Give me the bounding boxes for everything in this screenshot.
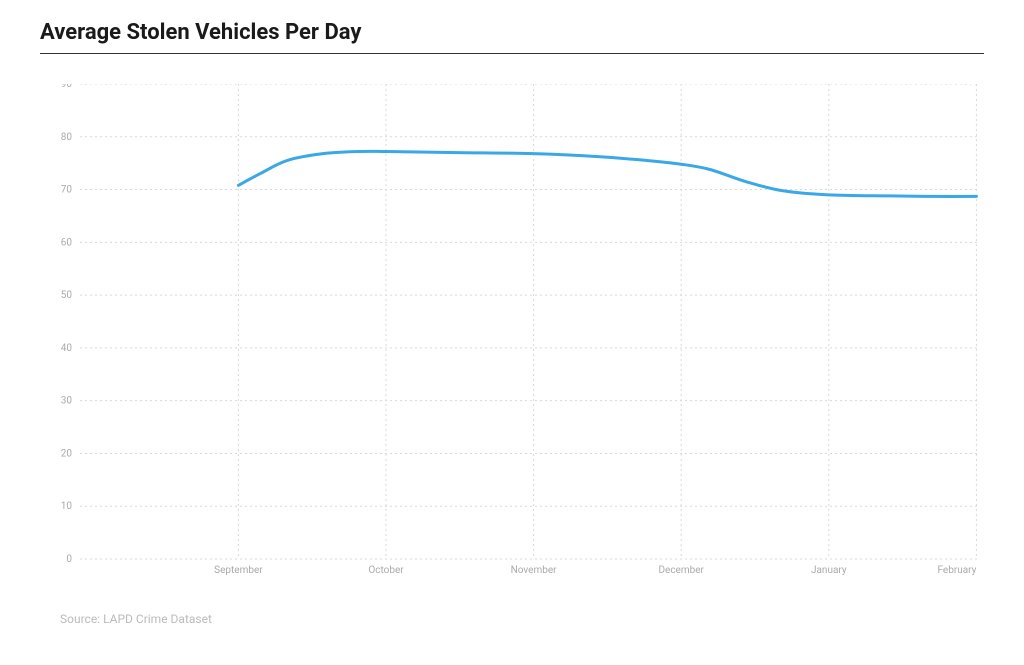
svg-text:60: 60 xyxy=(61,237,73,248)
chart-area: 0 10 20 30 40 50 60 70 80 90 September October Novem… xyxy=(40,84,984,584)
source-caption: Source: LAPD Crime Dataset xyxy=(60,612,984,626)
chart-svg: 0 10 20 30 40 50 60 70 80 90 September October Novem… xyxy=(40,84,984,584)
svg-text:90: 90 xyxy=(61,84,73,90)
svg-text:30: 30 xyxy=(61,396,73,407)
svg-text:50: 50 xyxy=(61,290,73,301)
svg-text:20: 20 xyxy=(61,448,73,459)
svg-text:October: October xyxy=(368,565,404,576)
chart-title: Average Stolen Vehicles Per Day xyxy=(40,20,984,54)
svg-text:November: November xyxy=(511,565,558,576)
svg-text:September: September xyxy=(214,565,263,576)
svg-text:10: 10 xyxy=(61,501,73,512)
svg-text:January: January xyxy=(811,565,847,576)
svg-text:February: February xyxy=(937,565,976,576)
svg-text:40: 40 xyxy=(61,343,73,354)
svg-text:80: 80 xyxy=(61,132,73,143)
svg-text:70: 70 xyxy=(61,185,73,196)
svg-text:0: 0 xyxy=(66,554,72,565)
svg-text:December: December xyxy=(658,565,704,576)
